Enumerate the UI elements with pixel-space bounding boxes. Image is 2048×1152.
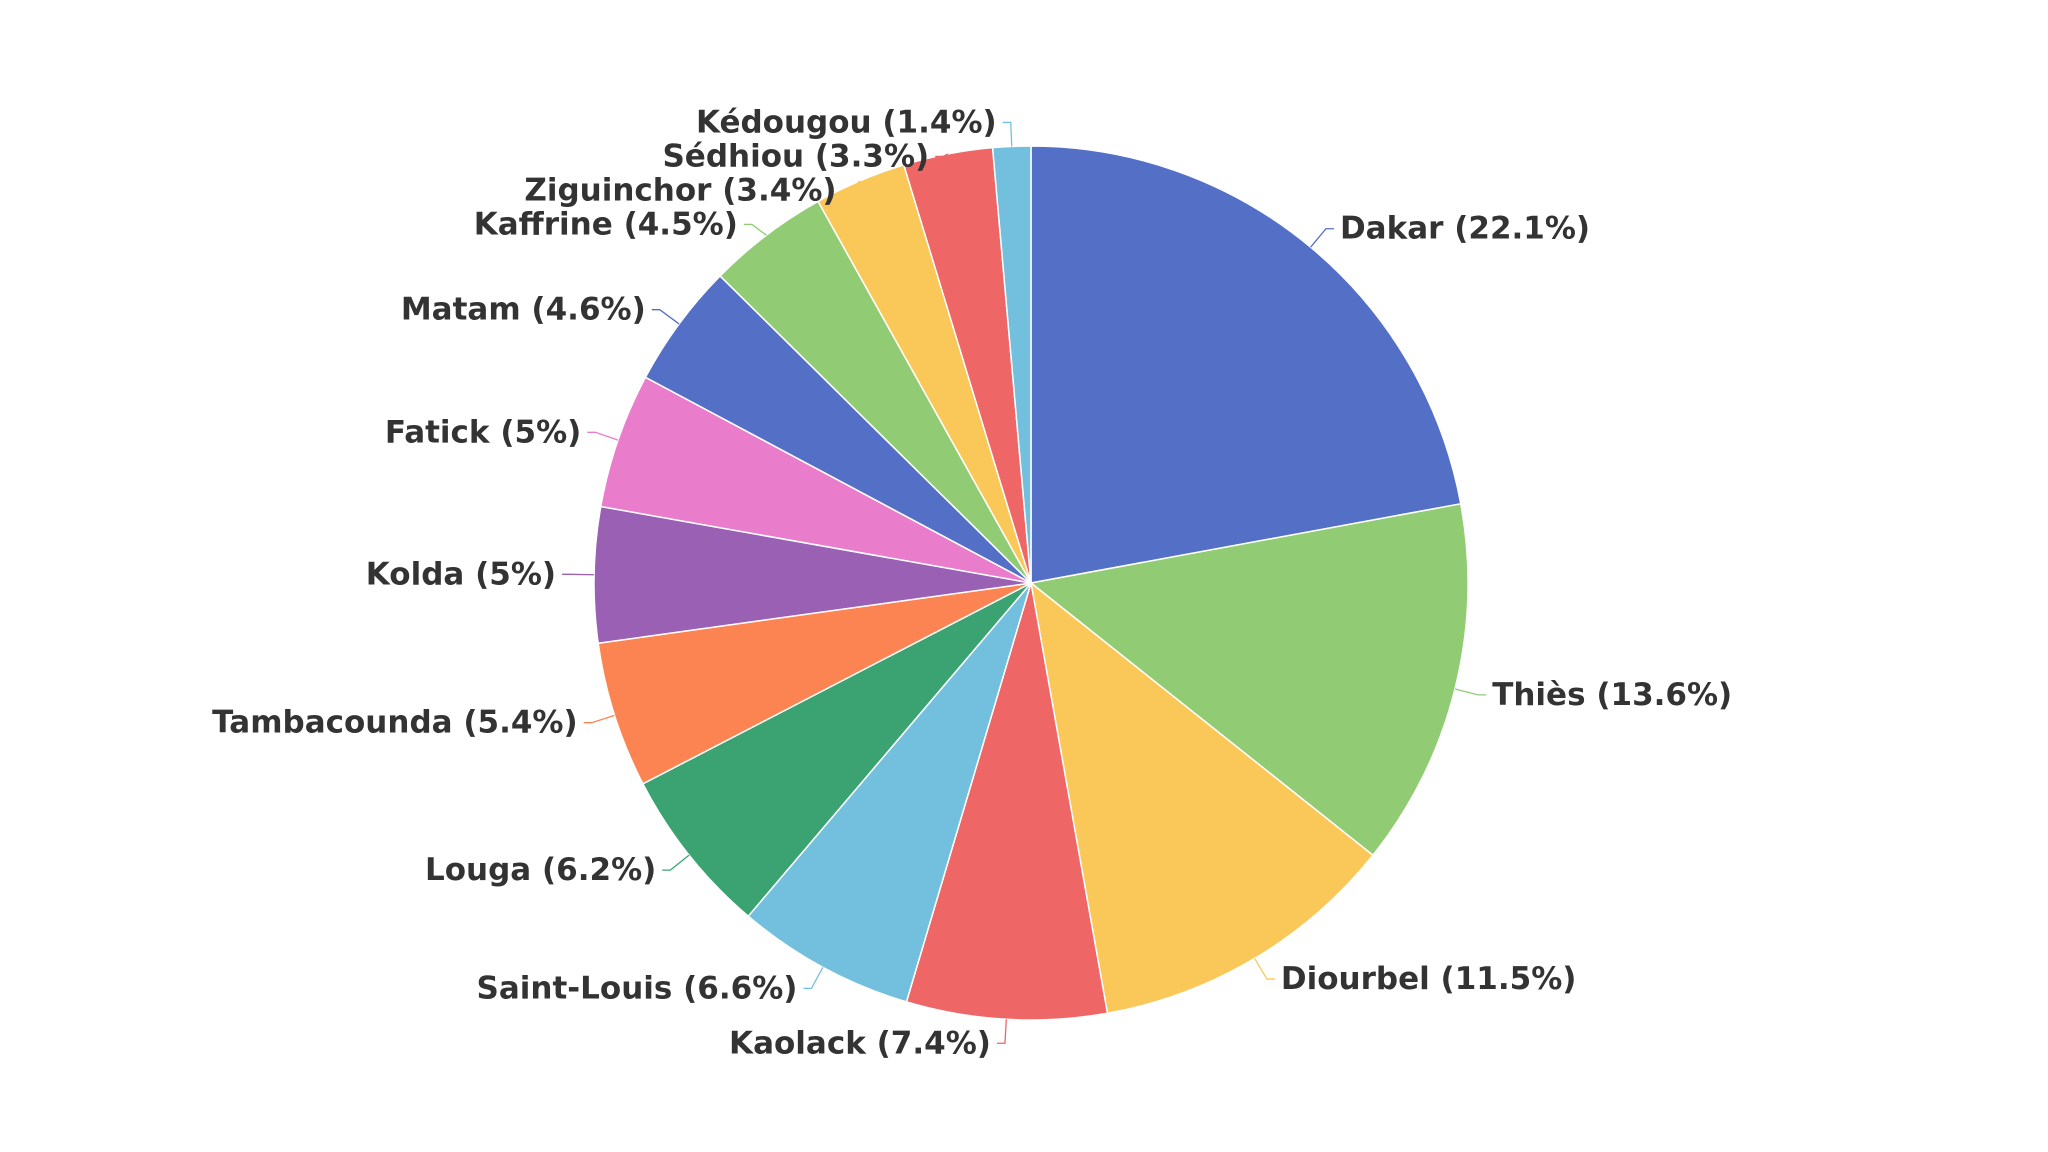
slice-label-louga: Louga (6.2%) [425,852,656,888]
leader-line-louga [662,854,690,871]
leader-line-kaolack [996,1019,1007,1044]
leader-line-fatick [587,431,619,441]
slice-label-thies: Thiès (13.6%) [1492,677,1732,713]
slice-label-ziguinchor: Ziguinchor (3.4%) [524,172,836,208]
leader-line-diourbel [1254,958,1275,980]
slice-label-fatick: Fatick (5%) [385,414,581,450]
slice-dakar[interactable] [1030,145,1462,584]
slice-label-dakar: Dakar (22.1%) [1340,211,1590,247]
slice-label-saint-louis: Saint-Louis (6.6%) [477,970,798,1006]
slice-label-kaolack: Kaolack (7.4%) [729,1025,991,1061]
slice-label-matam: Matam (4.6%) [401,292,646,328]
slice-label-kaffrine: Kaffrine (4.5%) [474,206,738,242]
leader-line-tambacounda [583,714,615,724]
slice-label-tambacounda: Tambacounda (5.4%) [212,705,578,741]
slice-label-sedhiou: Sédhiou (3.3%) [662,138,929,174]
label-leader-lines [562,121,1487,1044]
leader-line-sedhiou [935,153,949,158]
slice-louga[interactable] [642,582,1032,917]
leader-line-kaffrine [743,223,767,236]
slice-saint-louis[interactable] [747,582,1032,1003]
pie-slices [593,145,1469,1021]
slice-labels: Dakar (22.1%) Thiès (13.6%) Diourbel (11.5… [212,104,1732,1061]
slice-label-kedougou: Kédougou (1.4%) [696,104,997,140]
slice-tambacounda[interactable] [597,582,1032,785]
leader-line-ziguinchor [842,180,861,192]
slice-label-diourbel: Diourbel (11.5%) [1281,961,1577,997]
slice-label-kolda: Kolda (5%) [366,556,556,592]
leader-line-kedougou [1002,121,1013,147]
slice-kedougou[interactable] [991,145,1032,584]
slice-kaolack[interactable] [905,582,1109,1021]
leader-line-matam [651,309,680,325]
leader-line-thies [1454,688,1487,696]
leader-line-dakar [1310,228,1334,248]
leader-line-saint-louis [803,966,824,990]
slice-diourbel[interactable] [1030,582,1374,1014]
